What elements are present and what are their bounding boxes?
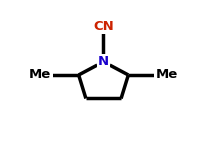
Text: CN: CN [93, 20, 113, 33]
Text: N: N [97, 55, 109, 68]
Text: Me: Me [29, 69, 51, 81]
Text: Me: Me [155, 69, 177, 81]
